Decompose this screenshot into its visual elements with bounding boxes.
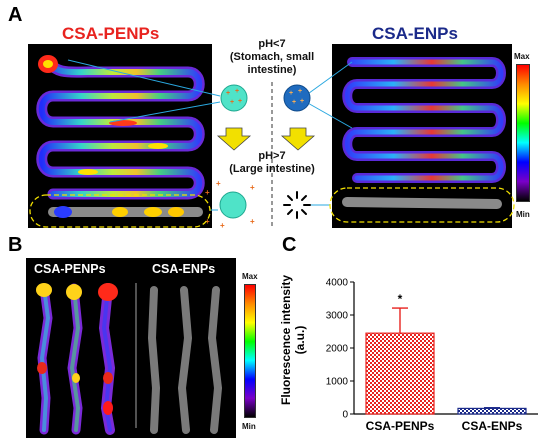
svg-text:+: + [235, 88, 239, 95]
panel-b-left-title: CSA-PENPs [34, 262, 106, 276]
panel-a-colorbar-max: Max [514, 52, 530, 61]
x-category-label: CSA-PENPs [366, 419, 435, 433]
svg-text:+: + [238, 98, 242, 105]
bar-csa-enps [457, 407, 527, 415]
panel-a-label: A [8, 4, 23, 26]
svg-text:+: + [298, 88, 302, 95]
pointer-line [304, 61, 353, 97]
ph-low-subtext: (Stomach, small intestine) [229, 51, 315, 76]
burst-icon [283, 191, 311, 219]
large-intestine-highlight [329, 187, 515, 223]
panel-a-schematic: + ++ + + ++ + ++ + + + + [29, 59, 515, 230]
svg-text:+: + [226, 90, 230, 97]
y-tick-label: 0 [342, 410, 348, 421]
panel-b-colorbar-max: Max [242, 272, 258, 281]
down-arrow-icon [216, 127, 252, 151]
svg-text:+: + [205, 217, 210, 226]
ph-low-text: pH<7 [258, 38, 286, 50]
enp-nanoparticle-icon [283, 84, 311, 112]
panel-a-left-title: CSA-PENPs [62, 24, 160, 43]
panel-b-colorbar-min: Min [242, 422, 256, 431]
y-axis-label-line1: Fluorescence intensity [279, 275, 293, 405]
x-category-label: CSA-ENPs [462, 419, 523, 433]
penp-nanoparticle-icon [220, 84, 248, 112]
panel-a-right-intestine-image [332, 44, 512, 228]
large-intestine-highlight [29, 194, 211, 228]
y-tick-label: 1000 [326, 377, 349, 388]
significance-marker: * [398, 292, 403, 306]
fluorescence-bar-chart: 0 1000 2000 3000 4000 CSA-PENPs * CSA-ENPs Flu… [279, 275, 538, 433]
svg-text:+: + [289, 90, 293, 97]
panel-b-colorbar [244, 284, 256, 418]
penp-released-icon [219, 191, 247, 219]
svg-text:+: + [230, 99, 234, 106]
pointer-line [67, 59, 221, 97]
down-arrow-icon [280, 127, 316, 151]
svg-text:+: + [220, 221, 225, 230]
y-tick-label: 3000 [326, 311, 349, 322]
panel-a-colorbar [516, 64, 530, 202]
svg-text:+: + [300, 98, 304, 105]
svg-text:+: + [216, 179, 221, 188]
pointer-line [109, 101, 221, 123]
pointer-line [305, 101, 353, 129]
y-axis-label-line2: (a.u.) [293, 326, 307, 355]
panel-b-label: B [8, 234, 23, 256]
svg-text:+: + [292, 99, 296, 106]
panel-b-right-title: CSA-ENPs [152, 262, 216, 276]
svg-text:+: + [250, 183, 255, 192]
panel-a-right-title: CSA-ENPs [372, 24, 458, 43]
svg-text:+: + [205, 188, 210, 197]
panel-c-label: C [282, 234, 297, 256]
ph-low-label: pH<7 (Stomach, small intestine) [212, 38, 332, 77]
y-tick-label: 2000 [326, 344, 349, 355]
y-tick-label: 4000 [326, 278, 349, 289]
svg-text:+: + [250, 217, 255, 226]
panel-a-left-intestine-image [28, 44, 212, 228]
bar-csa-penps [365, 332, 435, 415]
panel-a-colorbar-min: Min [516, 210, 530, 219]
panel-b-image [26, 258, 236, 438]
